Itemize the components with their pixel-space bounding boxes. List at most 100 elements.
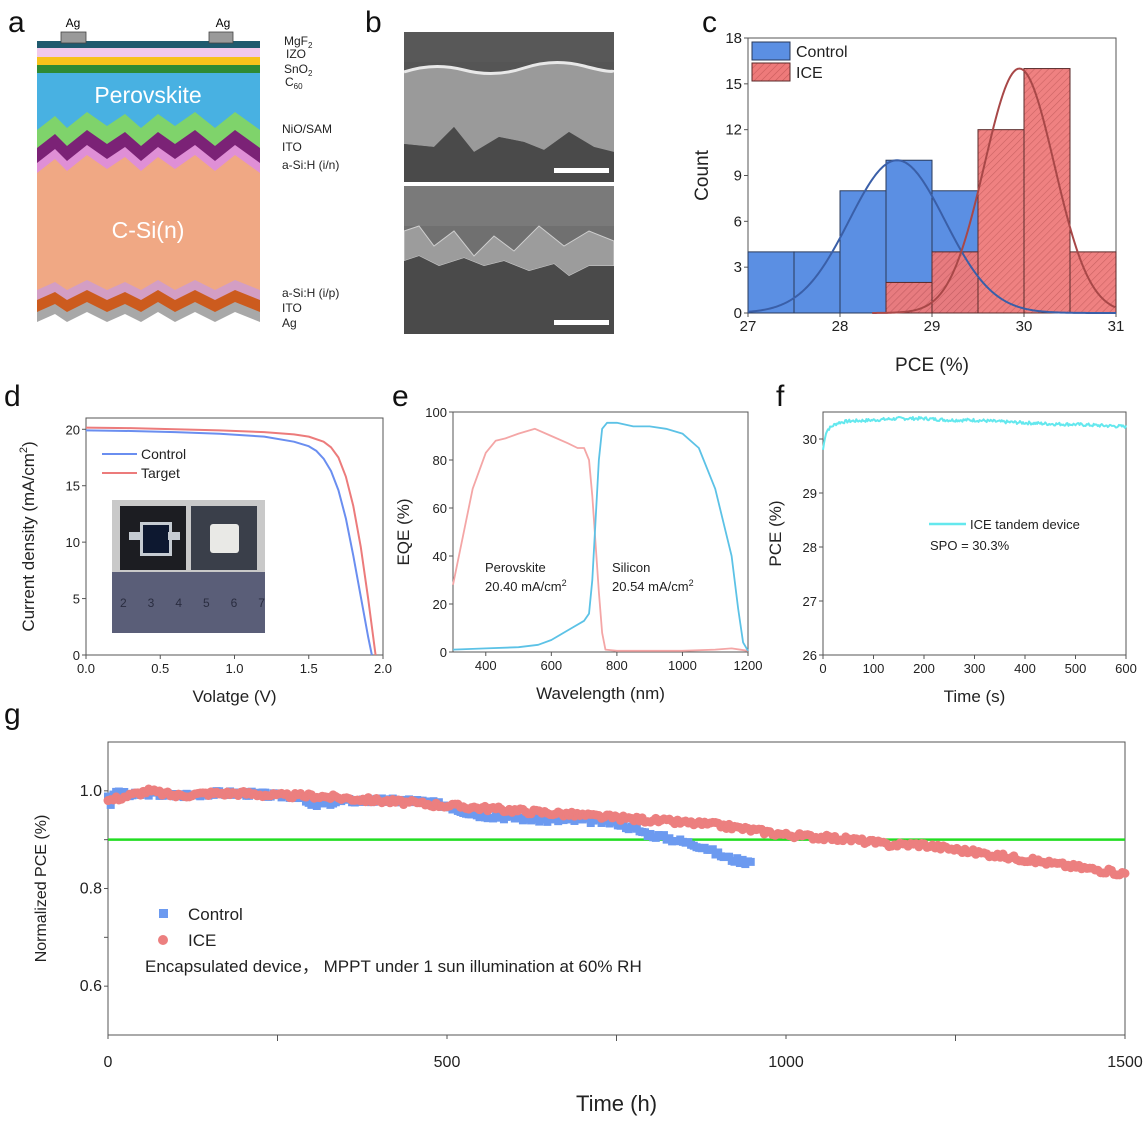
- layer-label-asi-ip: a-Si:H (i/p): [282, 286, 339, 300]
- layer-label-c60: C60: [285, 75, 303, 91]
- layer-ito-top: [37, 130, 260, 165]
- x-tick-label: 1.5: [300, 661, 318, 676]
- device-photo-front: [120, 506, 186, 570]
- y-tick-label: 0: [73, 648, 80, 663]
- eqe-curve-perovskite: [452, 427, 749, 652]
- panel-letter-b: b: [365, 6, 382, 39]
- device-photo-inset: 2 3 4 5 6 7: [112, 500, 265, 633]
- y-axis-label: PCE (%): [766, 500, 785, 566]
- x-tick-label: 0.5: [151, 661, 169, 676]
- layer-c60: [37, 65, 260, 73]
- ruler-number: 5: [202, 596, 210, 610]
- ag-contact-left: [60, 31, 87, 44]
- histogram-bar-ice: [1023, 68, 1071, 314]
- legend-swatch-ice: [751, 62, 791, 82]
- perovskite-layer-label: Perovskite: [94, 82, 201, 108]
- x-tick-label: 600: [540, 658, 562, 673]
- histogram-bar-ice: [931, 251, 979, 314]
- marker-control: [738, 855, 747, 864]
- layer-asi-in: [37, 145, 260, 175]
- y-tick-label: 5: [73, 592, 80, 607]
- y-axis-label: EQE (%): [394, 498, 413, 565]
- layer-mgf2: [37, 41, 260, 48]
- jv-curve-target: [85, 426, 377, 656]
- ag-contact-label-right: Ag: [216, 16, 231, 30]
- spo-trace: [822, 415, 1127, 450]
- legend-swatch-control: [751, 41, 791, 61]
- ruler-number: 2: [120, 596, 127, 610]
- x-tick-label: 1000: [668, 658, 697, 673]
- x-tick-label: 1200: [734, 658, 763, 673]
- legend-label-ice-tandem: ICE tandem device: [970, 517, 1080, 532]
- ruler: 2 3 4 5 6 7: [112, 572, 265, 633]
- panel-letter-d: d: [4, 380, 21, 413]
- y-tick-label: 9: [734, 168, 742, 185]
- layer-nio-sam: [37, 112, 260, 150]
- y-tick-label: 1.0: [80, 783, 102, 800]
- layer-label-mgf2: MgF2: [284, 34, 313, 50]
- legend-label-control: Control: [141, 446, 186, 462]
- y-tick-label: 26: [803, 648, 817, 663]
- y-tick-label: 80: [433, 453, 447, 468]
- x-axis-label: PCE (%): [895, 355, 969, 376]
- y-tick-label: 20: [433, 597, 447, 612]
- x-tick-label: 2.0: [374, 661, 392, 676]
- marker-control: [659, 831, 668, 840]
- layer-izo: [37, 48, 260, 57]
- x-axis-label: Volatge (V): [192, 687, 276, 706]
- panel-letter-a: a: [8, 6, 25, 39]
- x-tick-label: 0: [819, 661, 826, 676]
- y-tick-label: 3: [734, 259, 742, 276]
- ag-contact-right: [208, 31, 234, 44]
- marker-control: [532, 812, 541, 821]
- marker-control: [708, 845, 717, 854]
- y-tick-label: 30: [803, 432, 817, 447]
- legend-marker-control: [159, 909, 168, 918]
- y-tick-label: 40: [433, 549, 447, 564]
- layer-label-asi-in: a-Si:H (i/n): [282, 158, 339, 172]
- y-tick-label: 6: [734, 213, 742, 230]
- y-tick-label: 0.8: [80, 881, 102, 898]
- sem-image-top: [404, 32, 614, 182]
- spo-annotation: SPO = 30.3%: [930, 538, 1010, 553]
- eqe-curve-silicon: [452, 421, 749, 652]
- panel-letter-g: g: [4, 698, 21, 731]
- gaussian-fit-ice: [872, 67, 1116, 314]
- ag-contact-label-left: Ag: [66, 16, 81, 30]
- y-tick-label: 60: [433, 501, 447, 516]
- layer-label-nio-sam: NiO/SAM: [282, 122, 332, 136]
- eqe-annotation-jsc: 20.40 mA/cm2: [485, 578, 567, 594]
- layer-label-izo: IZO: [286, 47, 306, 61]
- x-tick-label: 500: [434, 1054, 461, 1071]
- jv-curve-control: [85, 429, 373, 656]
- sem-image-bottom: [404, 186, 614, 334]
- x-tick-label: 600: [1115, 661, 1137, 676]
- x-axis-label: Time (s): [944, 687, 1006, 706]
- x-tick-label: 29: [924, 318, 941, 335]
- ruler-number: 4: [175, 596, 182, 610]
- y-tick-label: 100: [425, 405, 447, 420]
- x-tick-label: 27: [740, 318, 757, 335]
- ruler-number: 7: [258, 596, 265, 610]
- marker-ice: [1120, 868, 1130, 878]
- x-axis-label: Time (h): [576, 1091, 657, 1116]
- panel-letter-f: f: [776, 380, 785, 413]
- panel-letter-c: c: [702, 6, 717, 39]
- x-tick-label: 300: [964, 661, 986, 676]
- layer-label-ito-top: ITO: [282, 140, 302, 154]
- eqe-annotation-title: Silicon: [612, 560, 650, 575]
- marker-control: [106, 800, 115, 809]
- legend-marker-ice: [158, 935, 168, 945]
- histogram-bar-control: [793, 251, 841, 314]
- y-tick-label: 15: [725, 76, 742, 93]
- x-tick-label: 1000: [768, 1054, 804, 1071]
- x-tick-label: 800: [606, 658, 628, 673]
- y-axis-label: Normalized PCE (%): [33, 815, 50, 963]
- ruler-number: 3: [147, 596, 155, 610]
- histogram-bar-control: [839, 190, 887, 314]
- x-tick-label: 0.0: [77, 661, 95, 676]
- y-tick-label: 20: [66, 422, 80, 437]
